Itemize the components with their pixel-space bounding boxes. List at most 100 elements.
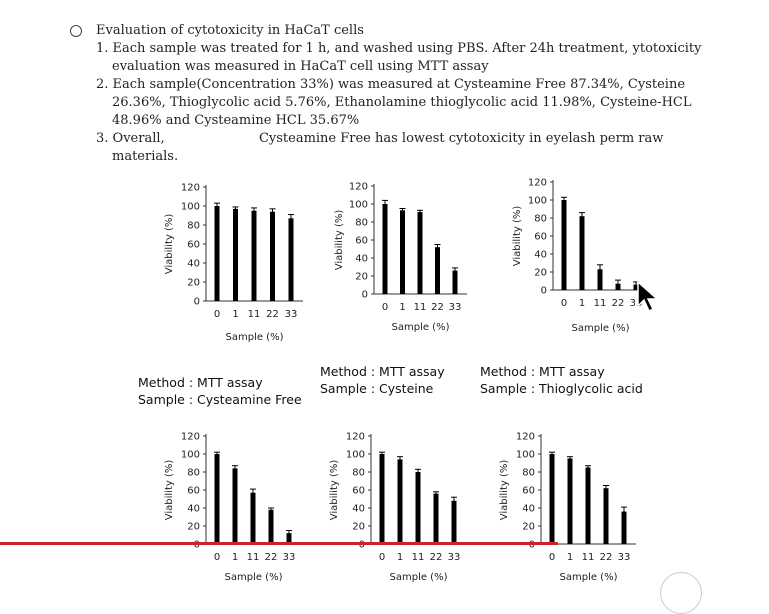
bar <box>268 509 274 544</box>
y-axis-label: Viability (%) <box>499 460 510 521</box>
bar <box>452 270 458 294</box>
redacted-area <box>168 130 255 142</box>
x-tick-label: 11 <box>414 302 427 313</box>
y-tick-label: 60 <box>355 236 368 247</box>
video-progress-bar[interactable] <box>0 542 558 545</box>
x-tick-label: 33 <box>448 552 461 563</box>
x-axis-label: Sample (%) <box>392 322 450 333</box>
y-tick-label: 20 <box>352 522 365 533</box>
bar <box>233 208 238 301</box>
x-tick-label: 11 <box>582 552 595 563</box>
bar <box>597 269 603 290</box>
y-tick-label: 60 <box>187 240 200 251</box>
x-tick-label: 33 <box>630 298 643 309</box>
method-label: Method : MTT assay <box>138 375 263 390</box>
bar <box>561 200 567 290</box>
bar <box>621 511 627 544</box>
x-tick-label: 0 <box>561 298 567 309</box>
list-item-3: 3. Overall, Cysteamine Free has lowest c… <box>80 130 710 166</box>
method-label: Method : MTT assay <box>480 364 605 379</box>
y-tick-label: 20 <box>187 522 200 533</box>
y-tick-label: 100 <box>516 450 535 461</box>
y-tick-label: 20 <box>522 522 535 533</box>
list-item-3-end: Cysteamine Free has lowest cytotoxicity … <box>112 131 664 164</box>
sample-label: Sample : Cysteine <box>320 381 434 396</box>
y-tick-label: 80 <box>187 221 200 232</box>
y-tick-label: 120 <box>181 183 200 194</box>
x-tick-label: 1 <box>232 309 238 320</box>
bar <box>379 454 385 544</box>
bar <box>286 533 292 544</box>
y-tick-label: 0 <box>194 540 200 551</box>
y-tick-label: 120 <box>346 432 365 443</box>
y-tick-label: 0 <box>541 286 547 297</box>
x-tick-label: 11 <box>412 552 425 563</box>
x-tick-label: 1 <box>397 552 403 563</box>
list-item-2: 2. Each sample(Concentration 33%) was me… <box>96 77 692 128</box>
y-axis-label: Viability (%) <box>512 206 523 267</box>
bullet-circle-icon <box>70 25 82 37</box>
bar <box>251 210 257 301</box>
bar <box>433 493 439 544</box>
x-tick-label: 11 <box>247 552 260 563</box>
y-tick-label: 0 <box>529 540 535 551</box>
y-tick-label: 80 <box>187 468 200 479</box>
y-tick-label: 40 <box>534 250 547 261</box>
y-tick-label: 20 <box>534 268 547 279</box>
bar <box>232 468 238 544</box>
x-tick-label: 11 <box>248 309 261 320</box>
bar <box>382 204 388 294</box>
bar <box>435 247 440 294</box>
method-label: Method : MTT assay <box>320 364 445 379</box>
y-axis-label: Viability (%) <box>329 460 340 521</box>
y-tick-label: 120 <box>528 178 547 189</box>
y-tick-label: 20 <box>355 272 368 283</box>
x-tick-label: 22 <box>265 552 278 563</box>
list-item-1: 1. Each sample was treated for 1 h, and … <box>96 41 702 74</box>
bar <box>417 212 423 294</box>
bar <box>415 472 421 544</box>
y-tick-label: 80 <box>522 468 535 479</box>
y-tick-label: 0 <box>359 540 365 551</box>
x-axis-label: Sample (%) <box>225 572 283 583</box>
bar <box>250 492 256 544</box>
bar <box>288 218 294 301</box>
bar <box>451 500 457 544</box>
y-tick-label: 20 <box>187 278 200 289</box>
y-tick-label: 120 <box>349 182 368 193</box>
y-tick-label: 80 <box>355 218 368 229</box>
y-axis-label: Viability (%) <box>164 460 175 521</box>
y-tick-label: 100 <box>528 196 547 207</box>
y-tick-label: 40 <box>187 504 200 515</box>
y-tick-label: 40 <box>187 259 200 270</box>
x-axis-label: Sample (%) <box>572 323 630 334</box>
description-text: Evaluation of cytotoxicity in HaCaT cell… <box>70 22 710 166</box>
x-axis-label: Sample (%) <box>226 332 284 343</box>
y-axis-label: Viability (%) <box>164 214 175 275</box>
y-axis-label: Viability (%) <box>334 210 345 271</box>
x-tick-label: 22 <box>431 302 444 313</box>
x-tick-label: 33 <box>285 309 298 320</box>
x-axis-label: Sample (%) <box>560 572 618 583</box>
sample-label: Sample : Cysteamine Free <box>138 392 302 407</box>
x-tick-label: 0 <box>382 302 388 313</box>
bar <box>270 211 275 301</box>
x-tick-label: 11 <box>594 298 607 309</box>
label-group-1: Method : MTT assay Sample : Cysteamine F… <box>138 374 302 408</box>
bar <box>214 454 220 544</box>
y-tick-label: 0 <box>194 297 200 308</box>
y-tick-label: 80 <box>352 468 365 479</box>
x-tick-label: 1 <box>579 298 585 309</box>
player-control-circle[interactable] <box>660 572 702 614</box>
label-group-2: Method : MTT assay Sample : Cysteine <box>320 363 445 397</box>
y-tick-label: 60 <box>187 486 200 497</box>
heading: Evaluation of cytotoxicity in HaCaT cell… <box>96 23 364 38</box>
y-tick-label: 60 <box>522 486 535 497</box>
label-group-3: Method : MTT assay Sample : Thioglycolic… <box>480 363 643 397</box>
y-tick-label: 100 <box>349 200 368 211</box>
x-tick-label: 1 <box>232 552 238 563</box>
